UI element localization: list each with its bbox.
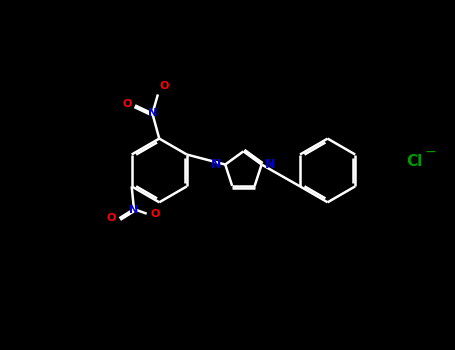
Text: O: O [106, 213, 116, 223]
Text: N: N [211, 158, 222, 171]
Text: O: O [122, 99, 131, 110]
Text: −: − [424, 145, 436, 159]
Text: O: O [150, 209, 160, 219]
Text: N: N [129, 205, 139, 215]
Text: Cl: Cl [406, 154, 422, 169]
Text: N: N [148, 108, 157, 118]
Text: N: N [265, 158, 276, 171]
Text: O: O [159, 81, 169, 91]
